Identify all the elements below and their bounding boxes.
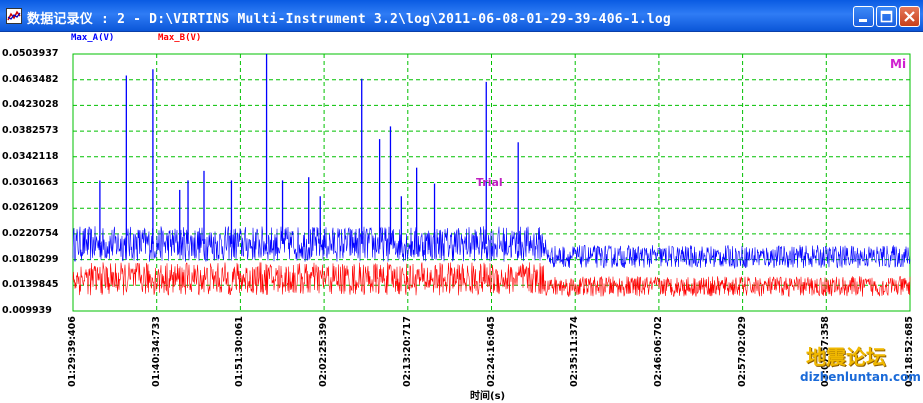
chart-area: Max_A(V) Max_B(V) 0.0503937 0.0463482 0.04… [0, 32, 923, 403]
x-tick-label: 02:57:02:029 [736, 316, 748, 387]
series-b-line [72, 262, 911, 298]
x-tick-label: 02:46:06:702 [652, 316, 664, 387]
y-tick-label: 0.0139845 [2, 279, 59, 291]
x-tick-label: 02:02:25:390 [318, 316, 330, 387]
x-tick-label: 02:24:16:045 [485, 316, 497, 387]
maximize-icon [880, 10, 893, 23]
close-icon [904, 11, 915, 22]
close-button[interactable] [899, 6, 920, 27]
minimize-button[interactable] [853, 6, 874, 27]
x-tick-label: 01:40:34:733 [150, 316, 162, 387]
minimize-icon [859, 19, 867, 22]
legend-series-b: Max_B(V) [158, 33, 202, 43]
watermark-logo: 地震论坛 [806, 345, 886, 369]
x-tick-label: 02:35:11:374 [569, 316, 581, 387]
y-tick-label: 0.0342118 [2, 150, 59, 162]
legend-series-a: Max_A(V) [71, 33, 115, 43]
chart-plot[interactable] [0, 32, 923, 403]
mi-annotation: Mi [890, 57, 907, 71]
y-tick-label: 0.0382573 [2, 125, 59, 137]
chart-icon [6, 8, 22, 24]
y-tick-label: 0.0261209 [2, 202, 59, 214]
y-tick-label: 0.009939 [2, 305, 52, 316]
y-tick-label: 0.0180299 [2, 253, 59, 265]
y-tick-label: 0.0423028 [2, 99, 59, 111]
watermark-url: dizhenluntan.com [800, 370, 921, 384]
x-tick-label: 01:51:30:061 [234, 316, 246, 387]
x-axis-title: 时间(s) [470, 391, 506, 402]
y-tick-label: 0.0463482 [2, 73, 59, 85]
y-tick-label: 0.0301663 [2, 176, 59, 188]
x-tick-label: 02:13:20:717 [401, 316, 413, 387]
series-a-line [72, 226, 911, 269]
y-tick-label: 0.0220754 [2, 227, 59, 239]
x-tick-label: 01:29:39:406 [67, 316, 78, 387]
maximize-button[interactable] [876, 6, 897, 27]
y-tick-label: 0.0503937 [2, 48, 59, 59]
window-title: 数据记录仪 : 2 - D:\VIRTINS Multi-Instrument … [27, 12, 671, 27]
trial-annotation: Trial [476, 176, 503, 189]
title-bar: 数据记录仪 : 2 - D:\VIRTINS Multi-Instrument … [0, 0, 923, 32]
